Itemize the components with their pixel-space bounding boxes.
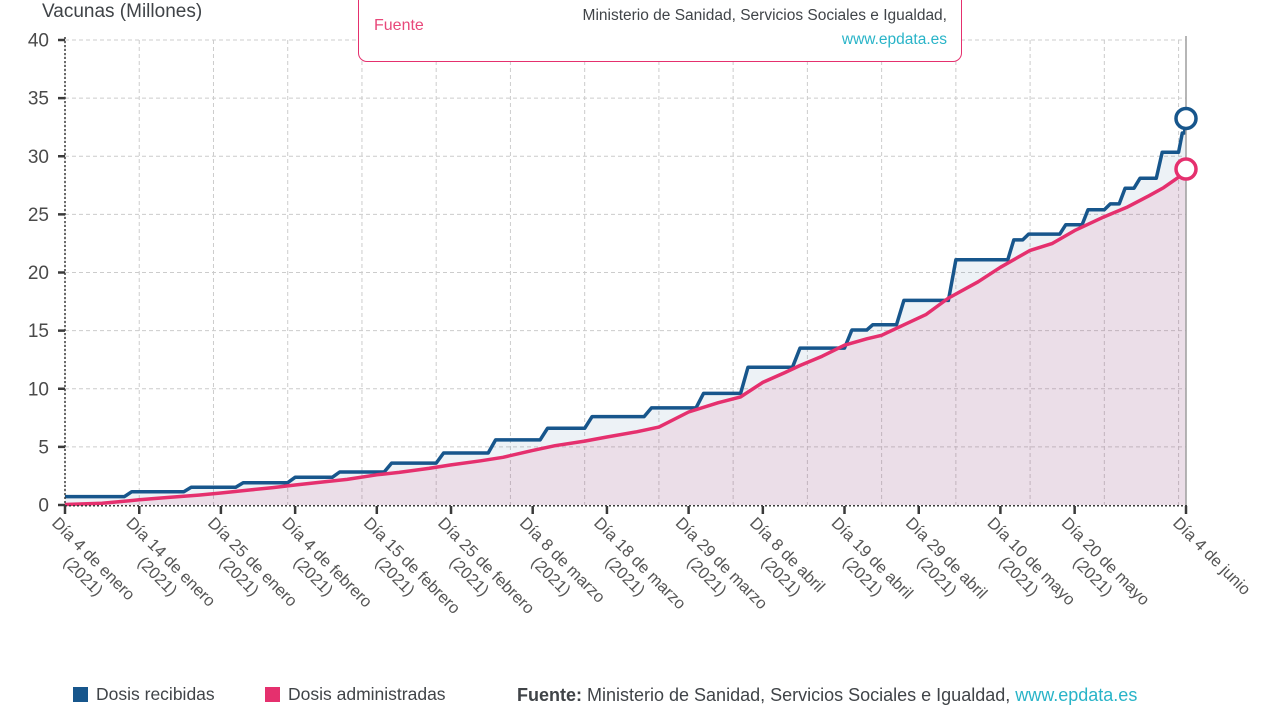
x-tick-label: Día 4 de febrero(2021)	[265, 514, 376, 625]
tooltip-source-label: Fuente	[374, 17, 424, 34]
y-tick-label: 0	[38, 496, 49, 517]
y-tick-label: 35	[28, 89, 49, 110]
tooltip-epdata-link[interactable]: www.epdata.es	[841, 31, 947, 48]
y-tick-label: 40	[28, 31, 49, 52]
legend-item-administradas[interactable]: Dosis administradas	[265, 684, 446, 705]
x-tick-label: Día 20 de mayo(2021)	[1044, 514, 1153, 623]
footer-epdata-link[interactable]: www.epdata.es	[1015, 685, 1138, 705]
legend: Dosis recibidas Dosis administradas Fuen…	[0, 684, 1280, 708]
x-tick-label: Día 4 de enero(2021)	[34, 514, 138, 618]
x-tick-label: Día 14 de enero(2021)	[109, 514, 219, 624]
footer-source-label: Fuente:	[517, 685, 582, 705]
y-tick-label: 30	[28, 147, 49, 168]
y-tick-label: 25	[28, 205, 49, 226]
legend-label-administradas: Dosis administradas	[288, 684, 446, 704]
y-tick-label: 15	[28, 321, 49, 342]
dosis-administradas-end-marker[interactable]	[1174, 157, 1198, 181]
administradas-swatch-icon	[265, 687, 280, 702]
chart-title: Vacunas (Millones)	[42, 1, 203, 22]
source-tooltip: Fuente Ministerio de Sanidad, Servicios …	[358, 0, 962, 62]
legend-label-recibidas: Dosis recibidas	[96, 684, 215, 704]
recibidas-swatch-icon	[73, 687, 88, 702]
dosis-recibidas-end-marker[interactable]	[1174, 106, 1198, 131]
footer-source: Fuente: Ministerio de Sanidad, Servicios…	[517, 685, 1137, 706]
dosis-administradas-line	[64, 167, 1188, 507]
x-tick-label: Día 4 de junio	[1169, 514, 1254, 599]
x-tick-label: Día 19 de abril(2021)	[814, 514, 916, 616]
y-tick-label: 10	[28, 379, 49, 400]
y-tick-label: 5	[38, 437, 49, 458]
tooltip-source-line: Ministerio de Sanidad, Servicios Sociale…	[582, 7, 947, 24]
y-tick-label: 20	[28, 263, 49, 284]
footer-source-text: Ministerio de Sanidad, Servicios Sociale…	[582, 685, 1016, 705]
x-tick-label: Día 18 de marzo(2021)	[576, 514, 689, 627]
tooltip-source-text: Ministerio de Sanidad, Servicios Sociale…	[583, 4, 947, 61]
dosis-recibidas-area	[65, 118, 1186, 505]
legend-item-recibidas[interactable]: Dosis recibidas	[73, 684, 215, 705]
dosis-recibidas-line	[65, 118, 1188, 499]
dosis-administradas-area	[65, 169, 1186, 505]
x-tick-label: Día 25 de febrero(2021)	[420, 514, 537, 631]
